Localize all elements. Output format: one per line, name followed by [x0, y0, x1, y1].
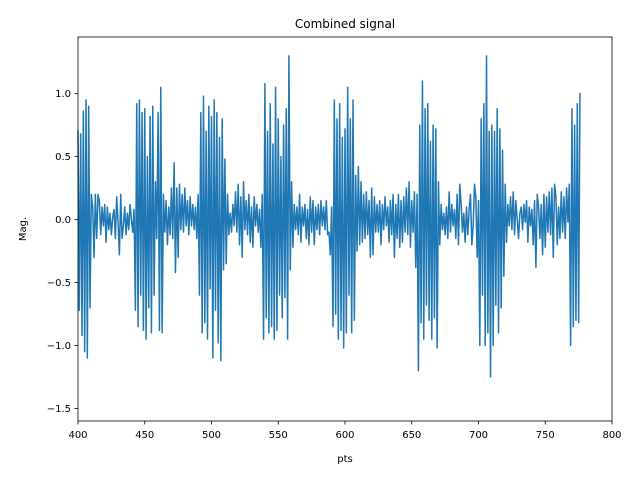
- x-tick-label: 600: [335, 430, 354, 441]
- x-tick-label: 700: [469, 430, 488, 441]
- x-tick-label: 800: [602, 430, 621, 441]
- x-tick-label: 500: [202, 430, 221, 441]
- y-axis-ticks: −1.5 −1.0 −0.5 0.0 0.5 1.0: [47, 89, 78, 415]
- x-tick-label: 400: [68, 430, 87, 441]
- y-axis-label: Mag.: [18, 217, 29, 241]
- chart-title: Combined signal: [295, 17, 395, 31]
- y-tick-label: −1.5: [47, 404, 71, 415]
- y-tick-label: −1.0: [47, 341, 71, 352]
- x-tick-label: 750: [536, 430, 555, 441]
- x-tick-label: 550: [269, 430, 288, 441]
- series-line: [77, 55, 581, 378]
- x-axis-ticks: 400 450 500 550 600 650 700 750 800: [68, 421, 622, 441]
- x-tick-label: 650: [402, 430, 421, 441]
- y-tick-label: 0.0: [55, 215, 71, 226]
- y-tick-label: −0.5: [47, 278, 71, 289]
- x-tick-label: 450: [135, 430, 154, 441]
- plot-area: [77, 55, 581, 378]
- y-tick-label: 0.5: [55, 152, 71, 163]
- x-axis-label: pts: [337, 454, 352, 465]
- y-tick-label: 1.0: [55, 89, 71, 100]
